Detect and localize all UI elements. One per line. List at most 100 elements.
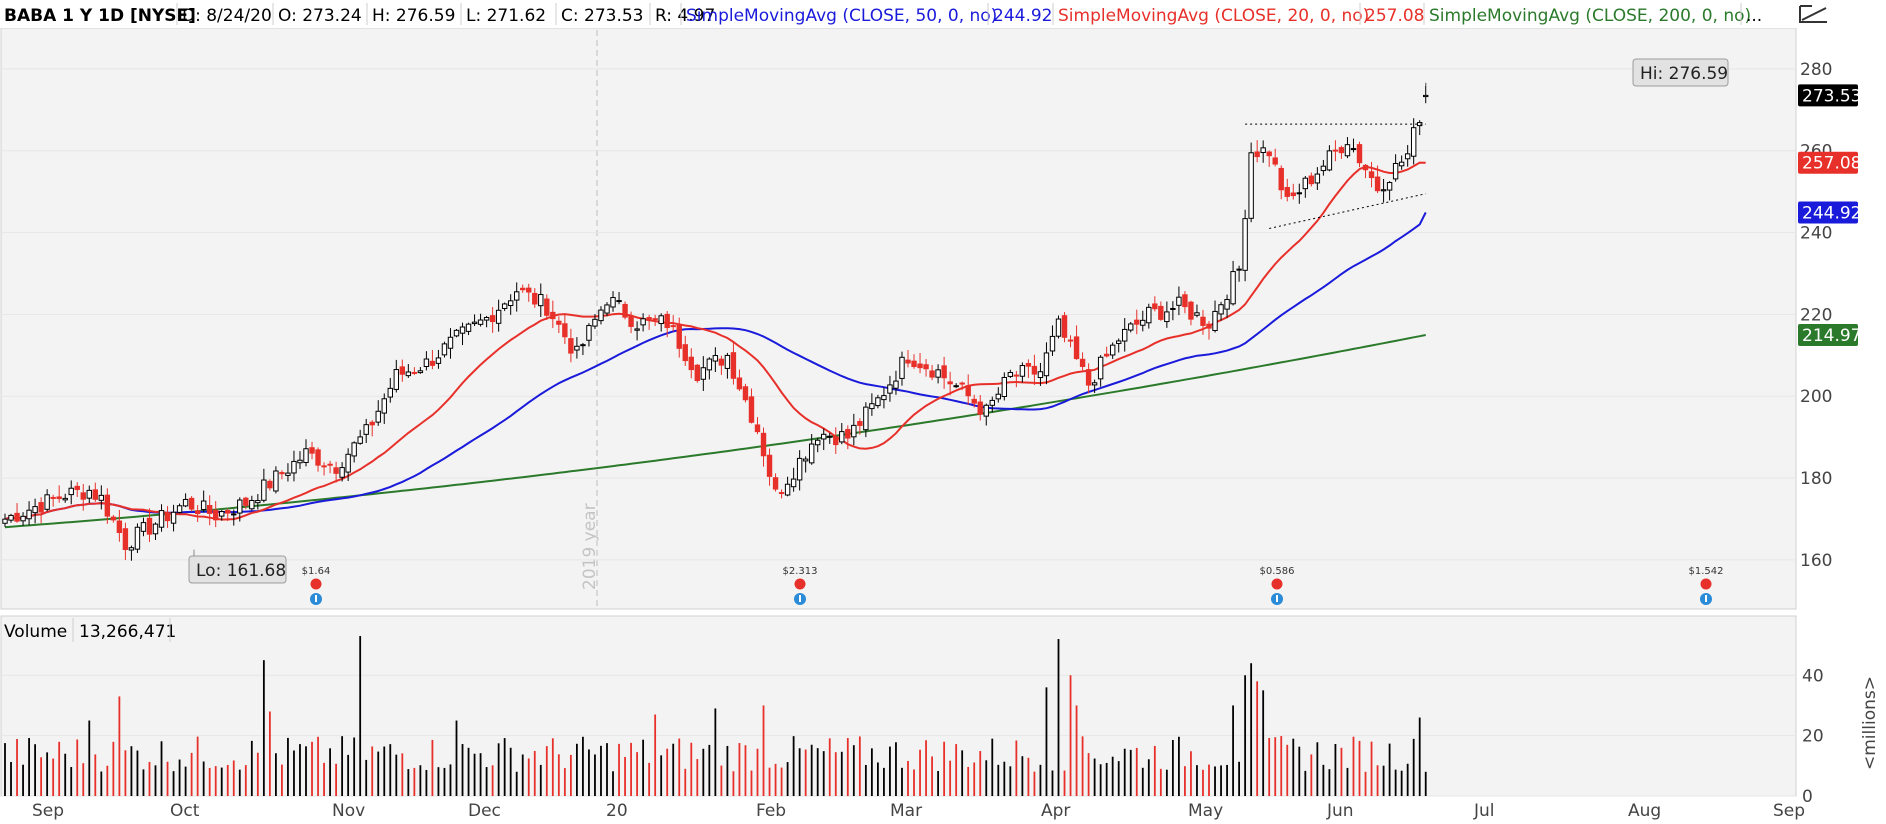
drawing-tool-icon[interactable] <box>1799 5 1827 23</box>
candle <box>1206 320 1212 340</box>
candle <box>345 448 351 482</box>
candle <box>598 306 604 325</box>
volume-bar <box>130 746 133 796</box>
volume-bar <box>82 763 85 796</box>
volume-bar <box>226 764 229 796</box>
candle <box>1404 145 1411 167</box>
header-symbol[interactable]: BABA 1 Y 1D [NYSE] <box>4 6 196 26</box>
volume-bar <box>256 752 259 796</box>
volume-bar <box>1226 764 1228 796</box>
candle <box>1254 140 1260 163</box>
header-sma20-label[interactable]: SimpleMovingAvg (CLOSE, 20, 0, no) <box>1058 6 1369 26</box>
volume-bar <box>329 748 331 796</box>
volume-bar <box>780 767 783 796</box>
candle <box>640 313 646 332</box>
trendlines <box>1245 123 1426 229</box>
candle <box>833 427 839 454</box>
volume-bar <box>901 767 903 796</box>
candle <box>869 393 875 416</box>
dividend-marker[interactable]: $1.542 <box>1689 566 1724 605</box>
volume-value: 13,266,471 <box>79 622 176 642</box>
volume-bar <box>160 741 163 796</box>
header-more[interactable]: ... <box>1746 6 1762 26</box>
candle <box>736 369 743 392</box>
volume-bar <box>1003 761 1006 796</box>
volume-bar <box>515 771 518 796</box>
candle <box>742 383 749 403</box>
volume-bar <box>985 760 988 796</box>
volume-unit-label: <millions> <box>1860 676 1880 770</box>
candle <box>1128 321 1134 333</box>
candle <box>140 517 147 537</box>
time-tick-label: Jun <box>1326 801 1354 821</box>
volume-bar <box>76 739 79 796</box>
volume-bar <box>491 765 494 796</box>
volume-bar <box>822 751 825 796</box>
candle <box>682 335 688 367</box>
candle <box>188 496 195 512</box>
volume-bar <box>810 744 813 796</box>
volume-bar <box>606 743 608 796</box>
volume-bar <box>612 771 614 796</box>
candle <box>863 402 869 438</box>
candle <box>808 434 815 465</box>
volume-bar <box>937 771 939 796</box>
volume-bar <box>461 744 464 796</box>
candle <box>435 349 442 369</box>
dividend-marker[interactable]: $1.64 <box>302 566 331 605</box>
volume-bar <box>521 754 524 796</box>
volume-bar <box>804 749 807 796</box>
candle <box>1338 145 1345 159</box>
time-tick-label: Apr <box>1041 801 1070 821</box>
header-high: H: 276.59 <box>372 6 455 26</box>
volume-bar <box>58 741 61 796</box>
candle <box>1308 172 1315 187</box>
candle <box>1001 372 1008 401</box>
last-price-tag: 273.53 <box>1798 84 1861 107</box>
volume-bar <box>1382 765 1385 796</box>
volume-bar <box>166 761 169 796</box>
volume-bar <box>94 754 97 796</box>
volume-bar <box>1328 769 1331 796</box>
candle <box>730 342 737 385</box>
volume-bar <box>1370 741 1373 796</box>
header-bar: BABA 1 Y 1D [NYSE] D: 8/24/20 O: 273.24 … <box>0 0 1886 28</box>
candle <box>14 503 20 523</box>
candle <box>1031 354 1038 386</box>
candle <box>249 495 255 511</box>
dividend-marker[interactable]: $0.586 <box>1260 566 1295 605</box>
candle <box>279 470 285 480</box>
candle <box>1200 309 1206 335</box>
candle <box>206 495 213 526</box>
volume-bar <box>1111 756 1114 796</box>
header-sma200-label[interactable]: SimpleMovingAvg (CLOSE, 200, 0, no) <box>1429 6 1751 26</box>
candle <box>1037 362 1044 386</box>
candle <box>857 418 863 435</box>
candle <box>182 493 189 508</box>
candle <box>243 496 249 510</box>
volume-bar <box>828 738 831 796</box>
volume-bar <box>335 763 337 796</box>
candle <box>977 395 983 421</box>
volume-bar <box>497 743 500 796</box>
candle <box>495 299 502 332</box>
price-tick-label: 240 <box>1800 224 1832 244</box>
candle <box>1212 300 1218 333</box>
candle <box>1332 140 1339 162</box>
dividend-marker[interactable]: $2.313 <box>783 566 818 605</box>
candle <box>200 490 207 513</box>
candle <box>941 356 947 389</box>
time-axis: Sep Oct Nov Dec 20 Feb Mar Apr May Jun Jul Aug Sep <box>32 801 1805 821</box>
candle <box>574 337 580 359</box>
volume-bar <box>202 761 205 796</box>
candle <box>1194 304 1200 318</box>
candle <box>1025 359 1032 378</box>
header-sma50-label[interactable]: SimpleMovingAvg (CLOSE, 50, 0, no) <box>686 6 997 26</box>
volume-bar <box>979 751 982 796</box>
volume-bar <box>268 711 271 796</box>
volume-bar <box>678 738 681 796</box>
time-tick-label: Oct <box>170 801 200 821</box>
volume-bar <box>1045 687 1048 796</box>
volume-bar <box>714 708 717 796</box>
candle <box>303 439 309 467</box>
